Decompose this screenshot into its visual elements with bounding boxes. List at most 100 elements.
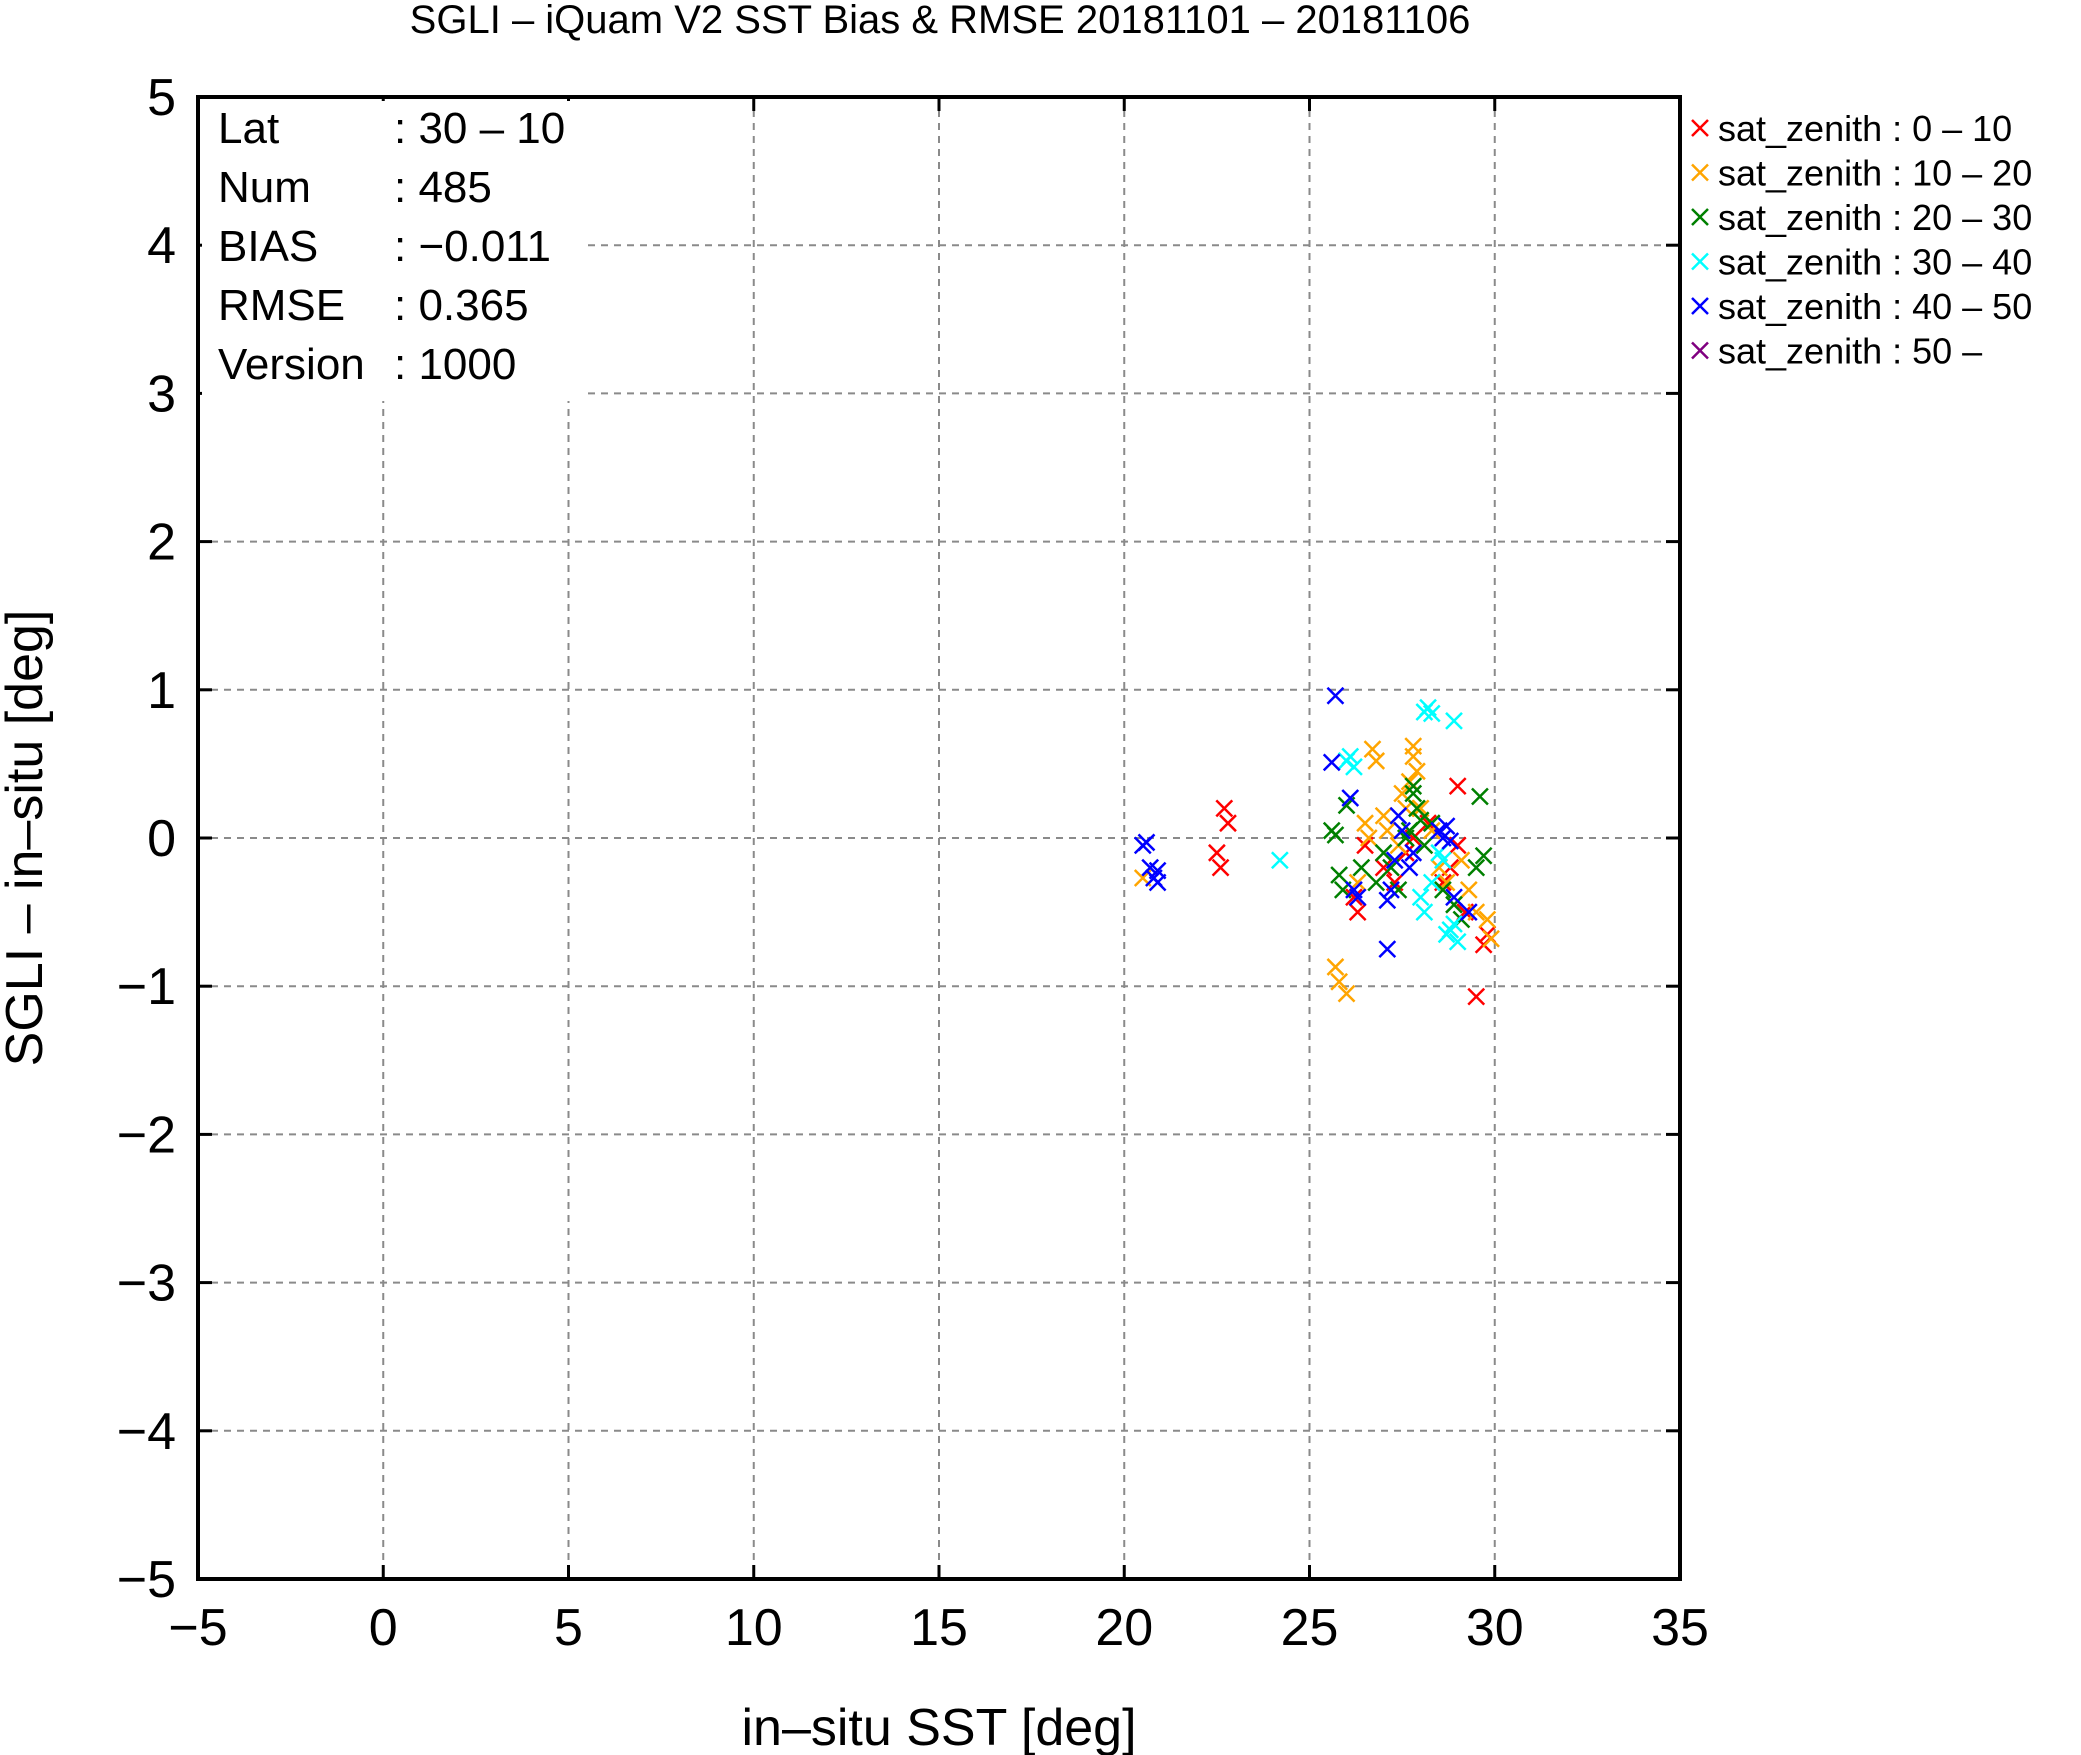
chart-title: SGLI – iQuam V2 SST Bias & RMSE 20181101… <box>410 0 1471 42</box>
data-point <box>1441 832 1460 850</box>
data-point <box>1326 826 1345 844</box>
data-point <box>1404 843 1423 862</box>
stat-value: : 485 <box>394 163 492 212</box>
data-point <box>1378 821 1397 840</box>
data-point <box>1341 789 1360 807</box>
data-point <box>1437 817 1456 836</box>
data-point <box>1385 851 1404 870</box>
legend-label: sat_zenith : 20 – 30 <box>1718 197 2032 238</box>
data-point <box>1356 814 1374 833</box>
data-point <box>1482 929 1500 948</box>
data-point <box>1467 987 1486 1006</box>
data-point <box>1467 858 1486 877</box>
data-point <box>1378 940 1397 959</box>
data-point <box>1400 858 1419 877</box>
y-axis-label: SGLI – in–situ [deg] <box>0 610 54 1067</box>
y-tick-label: 0 <box>147 810 176 868</box>
legend-label: sat_zenith : 10 – 20 <box>1718 153 2032 194</box>
data-point <box>1415 903 1434 921</box>
data-point <box>1408 799 1426 818</box>
data-point <box>1137 833 1156 852</box>
x-tick-label: −5 <box>168 1599 227 1657</box>
data-point <box>1471 787 1489 806</box>
y-tick-label: 2 <box>147 514 176 572</box>
data-point <box>1345 888 1363 907</box>
data-point <box>1459 880 1478 899</box>
x-tick-label: 35 <box>1651 1599 1709 1657</box>
data-point <box>1363 740 1382 758</box>
stat-label: RMSE <box>218 281 345 330</box>
stats-box: Lat: 30 – 10 Num: 485 BIAS: −0.011 RMSE: 0.… <box>202 101 582 401</box>
data-point <box>1445 888 1463 907</box>
x-tick-label: 0 <box>369 1599 398 1657</box>
data-point <box>1207 843 1226 862</box>
stat-value: : −0.011 <box>394 222 551 271</box>
data-point <box>1382 880 1400 899</box>
data-point <box>1219 814 1237 833</box>
data-point <box>1467 903 1486 921</box>
data-point <box>1345 757 1363 776</box>
stat-label: Version <box>218 340 365 389</box>
data-point <box>1374 843 1393 862</box>
data-point <box>1433 851 1452 870</box>
data-point <box>1422 704 1441 723</box>
grid <box>198 97 1680 1579</box>
data-point <box>1448 932 1467 951</box>
legend-label: sat_zenith : 50 – <box>1718 331 1982 372</box>
data-point <box>1374 858 1393 877</box>
data-point <box>1215 799 1234 818</box>
data-point <box>1408 762 1426 781</box>
data-point <box>1404 777 1423 796</box>
data-point <box>1415 836 1434 855</box>
data-point <box>1330 866 1349 884</box>
data-point <box>1422 873 1441 892</box>
data-point <box>1341 747 1360 766</box>
data-point <box>1433 880 1452 899</box>
data-point <box>1393 821 1412 840</box>
x-tick-label: 15 <box>910 1599 968 1657</box>
y-tick-label: 1 <box>147 662 176 720</box>
data-point <box>1348 888 1367 907</box>
data-point <box>1378 891 1397 910</box>
data-point <box>1352 858 1371 877</box>
legend-marker <box>1691 341 1709 360</box>
data-point <box>1389 806 1408 825</box>
data-point <box>1326 958 1345 976</box>
x-tick-label: 20 <box>1095 1599 1153 1657</box>
legend-label: sat_zenith : 30 – 40 <box>1718 242 2032 283</box>
data-point <box>1478 910 1497 929</box>
y-tick-label: −5 <box>117 1551 176 1609</box>
data-point <box>1348 903 1367 921</box>
data-point <box>1374 806 1393 825</box>
x-tick-label: 25 <box>1281 1599 1339 1657</box>
y-tick-label: 5 <box>147 69 176 127</box>
x-tick-label: 5 <box>554 1599 583 1657</box>
data-point <box>1441 921 1460 939</box>
data-point <box>1330 972 1349 991</box>
stat-value: : 1000 <box>394 340 516 389</box>
data-point <box>1474 846 1493 865</box>
data-point <box>1322 753 1341 772</box>
data-point <box>1211 858 1230 877</box>
data-point <box>1445 712 1463 730</box>
x-tick-label: 30 <box>1466 1599 1524 1657</box>
y-tick-label: −3 <box>117 1255 176 1313</box>
data-points <box>1133 686 1500 1006</box>
legend-label: sat_zenith : 0 – 10 <box>1718 108 2012 149</box>
y-tick-label: −1 <box>117 958 176 1016</box>
y-tick-label: −2 <box>117 1106 176 1164</box>
y-tick-label: 3 <box>147 365 176 423</box>
stat-label: Num <box>218 163 311 212</box>
stat-label: Lat <box>218 104 279 153</box>
data-point <box>1359 829 1378 847</box>
y-tick-label: 4 <box>147 217 176 275</box>
legend-label: sat_zenith : 40 – 50 <box>1718 286 2032 327</box>
data-point <box>1445 895 1463 914</box>
data-point <box>1452 851 1471 870</box>
data-point <box>1326 686 1345 705</box>
legend-marker <box>1691 119 1709 137</box>
data-point <box>1367 873 1386 892</box>
data-point <box>1270 851 1289 870</box>
